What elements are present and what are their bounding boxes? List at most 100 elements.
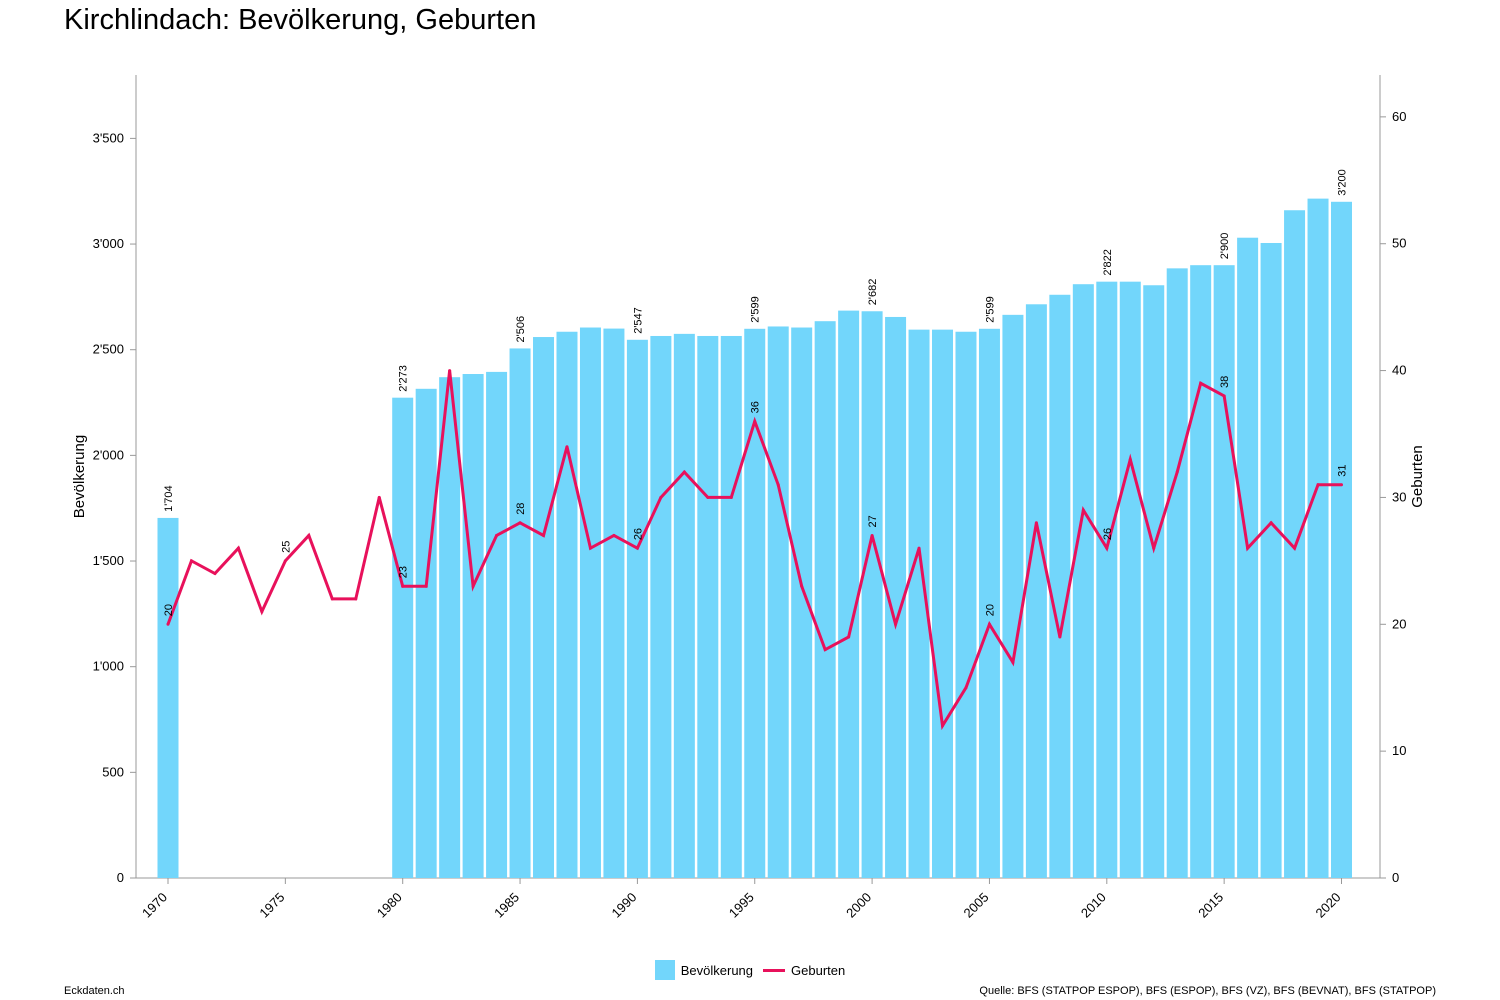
x-tick-label: 2000 [843, 890, 874, 921]
x-tick-label: 2020 [1313, 890, 1344, 921]
bar-population [533, 337, 555, 878]
chart-title: Kirchlindach: Bevölkerung, Geburten [64, 4, 537, 36]
legend-bar-swatch [654, 960, 675, 980]
y-tick-label-left: 2'000 [93, 447, 124, 462]
bar-population [1002, 314, 1024, 879]
bar-population [579, 327, 601, 879]
point-births [307, 533, 311, 537]
legend-item-births[interactable]: Geburten [763, 963, 845, 978]
bar-data-label: 1'704 [163, 485, 175, 512]
bar-population [861, 311, 883, 878]
point-births [706, 495, 710, 499]
x-tick-label: 1970 [139, 890, 170, 921]
point-births [1058, 635, 1062, 639]
bar-population [1072, 284, 1094, 878]
bar-population [697, 335, 719, 879]
bar-population [486, 371, 508, 878]
line-data-label: 26 [1102, 528, 1114, 540]
legend-item-population[interactable]: Bevölkerung [654, 960, 754, 980]
point-births [987, 622, 991, 626]
line-data-label: 23 [398, 566, 410, 578]
y-tick-label-right: 40 [1392, 363, 1406, 378]
bar-data-label: 2'506 [515, 316, 527, 343]
point-births [659, 495, 663, 499]
point-births [1152, 546, 1156, 550]
bar-population [1143, 285, 1165, 878]
point-births [542, 533, 546, 537]
bar-data-label: 2'599 [750, 296, 762, 323]
point-births [189, 559, 193, 563]
y-axis-label-right: Geburten [1409, 445, 1426, 508]
point-births [213, 572, 217, 576]
y-tick-label-left: 0 [117, 870, 124, 885]
y-tick-label-right: 20 [1392, 616, 1406, 631]
bar-population [1025, 304, 1047, 879]
y-tick-label-left: 1'500 [93, 553, 124, 568]
x-tick-label: 1995 [726, 890, 757, 921]
y-tick-label-right: 50 [1392, 236, 1406, 251]
x-tick-label: 1980 [374, 890, 405, 921]
y-axis-label-left: Bevölkerung [71, 435, 88, 518]
point-births [776, 483, 780, 487]
y-tick-label-right: 10 [1392, 743, 1406, 758]
bar-population [791, 327, 813, 879]
bar-population [838, 310, 860, 879]
line-data-label: 26 [632, 528, 644, 540]
point-births [635, 546, 639, 550]
point-births [1316, 483, 1320, 487]
bar-population [1190, 265, 1212, 878]
line-data-label: 20 [984, 604, 996, 616]
point-births [870, 533, 874, 537]
point-births [518, 521, 522, 525]
bar-population [157, 517, 179, 878]
y-tick-label-left: 1'000 [93, 659, 124, 674]
bar-population [1260, 242, 1282, 879]
line-data-label: 20 [163, 604, 175, 616]
x-tick-label: 2005 [961, 890, 992, 921]
bar-population [509, 348, 531, 878]
y-tick-label-right: 60 [1392, 109, 1406, 124]
bar-population [978, 328, 1000, 878]
bar-population [1096, 281, 1118, 878]
bar-data-label: 2'822 [1102, 249, 1114, 276]
point-births [588, 546, 592, 550]
bar-population [1166, 268, 1188, 878]
point-births [682, 470, 686, 474]
y-tick-label-left: 2'500 [93, 342, 124, 357]
point-births [917, 546, 921, 550]
line-data-label: 38 [1219, 376, 1231, 388]
point-births [1340, 483, 1343, 487]
point-births [236, 546, 240, 550]
point-births [612, 533, 616, 537]
point-births [424, 584, 428, 588]
bar-population [603, 328, 625, 878]
point-births [1246, 546, 1250, 550]
point-births [1034, 521, 1038, 525]
y-tick-label-right: 0 [1392, 870, 1399, 885]
bar-population [720, 335, 742, 879]
point-births [1105, 546, 1109, 550]
line-data-label: 27 [867, 515, 879, 527]
footer-source: Quelle: BFS (STATPOP ESPOP), BFS (ESPOP)… [979, 985, 1436, 997]
point-births [283, 559, 287, 563]
bar-population [650, 335, 672, 879]
bar-population [1331, 201, 1352, 878]
bar-population [744, 328, 766, 878]
point-births [847, 635, 851, 639]
point-births [565, 445, 569, 449]
line-data-label: 31 [1337, 464, 1349, 476]
bar-population [392, 397, 414, 878]
footer-site[interactable]: Eckdaten.ch [64, 985, 125, 997]
point-births [1011, 660, 1015, 664]
bar-population [932, 329, 954, 879]
point-births [354, 597, 358, 601]
y-tick-label-left: 500 [102, 764, 124, 779]
legend-line-swatch [763, 968, 786, 972]
y-tick-label-left: 3'500 [93, 130, 124, 145]
x-tick-label: 2015 [1195, 890, 1226, 921]
legend-label-population: Bevölkerung [680, 962, 754, 978]
point-births [1222, 394, 1226, 398]
bar-data-label: 2'273 [398, 365, 410, 392]
point-births [1128, 457, 1132, 461]
legend-label-births: Geburten [791, 962, 846, 978]
